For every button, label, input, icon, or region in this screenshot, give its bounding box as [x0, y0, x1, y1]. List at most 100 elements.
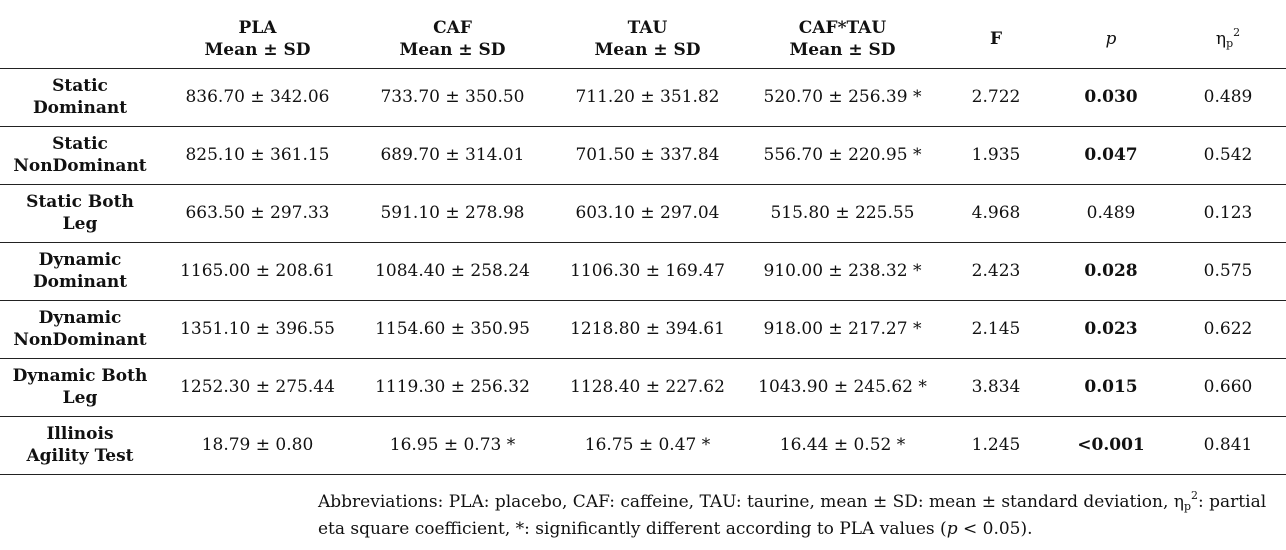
row-label: Illinois Agility Test — [0, 416, 160, 475]
footnote-text-3: eta square coefficient, *: significantly… — [318, 519, 947, 539]
row-label: Static Dominant — [0, 68, 160, 127]
cell-f: 4.968 — [940, 184, 1052, 243]
table-row: Dynamic NonDominant 1351.10 ± 396.55 1154.6… — [0, 300, 1286, 359]
cell-caf: 1084.40 ± 258.24 — [355, 242, 550, 301]
row-label-line-2: NonDominant — [13, 156, 147, 176]
row-label-line-1: Static — [52, 76, 108, 96]
footnote-p-symbol: p — [946, 519, 958, 539]
cell-caf: 1154.60 ± 350.95 — [355, 300, 550, 359]
header-caftau: CAF*TAU Mean ± SD — [745, 10, 940, 69]
header-eta-sub: p — [1226, 37, 1234, 51]
footnote-text-1: Abbreviations: PLA: placebo, CAF: caffei… — [318, 492, 1184, 512]
cell-tau: 1218.80 ± 394.61 — [550, 300, 745, 359]
header-caf: CAF Mean ± SD — [355, 10, 550, 69]
table-footnote: Abbreviations: PLA: placebo, CAF: caffei… — [318, 484, 1280, 541]
cell-f: 1.245 — [940, 416, 1052, 475]
cell-p: 0.047 — [1052, 126, 1170, 185]
header-tau: TAU Mean ± SD — [550, 10, 745, 69]
table-row: Dynamic Dominant 1165.00 ± 208.61 1084.40 ±… — [0, 242, 1286, 301]
cell-eta: 0.542 — [1170, 126, 1286, 185]
cell-eta: 0.123 — [1170, 184, 1286, 243]
row-label: Dynamic NonDominant — [0, 300, 160, 359]
cell-caf: 16.95 ± 0.73 * — [355, 416, 550, 475]
row-label-line-2: Agility Test — [26, 446, 134, 466]
footnote-text-2: : partial — [1198, 492, 1267, 512]
cell-eta: 0.841 — [1170, 416, 1286, 475]
results-table: PLA Mean ± SD CAF Mean ± SD TAU Mean ± S… — [0, 10, 1286, 475]
cell-tau: 1106.30 ± 169.47 — [550, 242, 745, 301]
cell-eta: 0.489 — [1170, 68, 1286, 127]
footnote-line-2: eta square coefficient, *: significantly… — [318, 518, 1280, 541]
row-label: Dynamic Dominant — [0, 242, 160, 301]
table-row: Static Dominant 836.70 ± 342.06 733.70 ± 35… — [0, 68, 1286, 127]
row-label-line-2: Leg — [62, 388, 98, 408]
row-label-line-2: NonDominant — [13, 330, 147, 350]
cell-p: 0.030 — [1052, 68, 1170, 127]
row-label-line-2: Dominant — [32, 272, 128, 292]
cell-caftau: 520.70 ± 256.39 * — [745, 68, 940, 127]
table-row: Static NonDominant 825.10 ± 361.15 689.70 ±… — [0, 126, 1286, 185]
header-pla-name: PLA — [238, 17, 277, 38]
cell-f: 2.722 — [940, 68, 1052, 127]
cell-caf: 1119.30 ± 256.32 — [355, 358, 550, 417]
header-eta-sup: 2 — [1233, 26, 1241, 40]
cell-caftau: 918.00 ± 217.27 * — [745, 300, 940, 359]
cell-tau: 1128.40 ± 227.62 — [550, 358, 745, 417]
row-label-line-1: Dynamic — [38, 308, 122, 328]
cell-f: 2.145 — [940, 300, 1052, 359]
header-tau-stat: Mean ± SD — [594, 39, 701, 60]
cell-p: 0.028 — [1052, 242, 1170, 301]
cell-eta: 0.660 — [1170, 358, 1286, 417]
cell-tau: 603.10 ± 297.04 — [550, 184, 745, 243]
cell-caf: 689.70 ± 314.01 — [355, 126, 550, 185]
table-row: Illinois Agility Test 18.79 ± 0.80 16.95 ± … — [0, 416, 1286, 475]
cell-caftau: 515.80 ± 225.55 — [745, 184, 940, 243]
header-tau-name: TAU — [627, 17, 668, 38]
header-row: PLA Mean ± SD CAF Mean ± SD TAU Mean ± S… — [0, 10, 1286, 69]
cell-pla: 825.10 ± 361.15 — [160, 126, 355, 185]
cell-p: 0.015 — [1052, 358, 1170, 417]
cell-p: 0.489 — [1052, 184, 1170, 243]
row-label-line-1: Dynamic Both — [12, 366, 148, 386]
row-label-line-1: Dynamic — [38, 250, 122, 270]
cell-f: 1.935 — [940, 126, 1052, 185]
row-label-line-1: Static — [52, 134, 108, 154]
footnote-eta-sub: p — [1183, 500, 1192, 513]
header-pla-stat: Mean ± SD — [204, 39, 311, 60]
cell-pla: 18.79 ± 0.80 — [160, 416, 355, 475]
header-caf-stat: Mean ± SD — [399, 39, 506, 60]
cell-caftau: 16.44 ± 0.52 * — [745, 416, 940, 475]
row-label-line-2: Leg — [62, 214, 98, 234]
header-eta: ηp2 — [1170, 10, 1286, 69]
cell-f: 2.423 — [940, 242, 1052, 301]
header-eta-symbol: η — [1215, 29, 1227, 50]
cell-caf: 591.10 ± 278.98 — [355, 184, 550, 243]
cell-pla: 663.50 ± 297.33 — [160, 184, 355, 243]
cell-pla: 1252.30 ± 275.44 — [160, 358, 355, 417]
cell-caftau: 910.00 ± 238.32 * — [745, 242, 940, 301]
row-label: Static NonDominant — [0, 126, 160, 185]
cell-eta: 0.575 — [1170, 242, 1286, 301]
header-pla: PLA Mean ± SD — [160, 10, 355, 69]
row-label-line-1: Static Both — [26, 192, 134, 212]
footnote-eta-sup: 2 — [1191, 489, 1199, 502]
header-caftau-stat: Mean ± SD — [789, 39, 896, 60]
row-label: Static Both Leg — [0, 184, 160, 243]
table-row: Dynamic Both Leg 1252.30 ± 275.44 1119.30 ±… — [0, 358, 1286, 417]
table-body: Static Dominant 836.70 ± 342.06 733.70 ± 35… — [0, 68, 1286, 475]
table-row: Static Both Leg 663.50 ± 297.33 591.10 ± 27… — [0, 184, 1286, 243]
cell-pla: 1165.00 ± 208.61 — [160, 242, 355, 301]
header-p: p — [1052, 10, 1170, 69]
row-label-line-1: Illinois — [46, 424, 114, 444]
cell-tau: 711.20 ± 351.82 — [550, 68, 745, 127]
cell-caftau: 556.70 ± 220.95 * — [745, 126, 940, 185]
cell-p: 0.023 — [1052, 300, 1170, 359]
cell-p: <0.001 — [1052, 416, 1170, 475]
header-f: F — [940, 10, 1052, 69]
footnote-text-4: < 0.05). — [957, 519, 1033, 539]
row-label: Dynamic Both Leg — [0, 358, 160, 417]
cell-caftau: 1043.90 ± 245.62 * — [745, 358, 940, 417]
cell-pla: 836.70 ± 342.06 — [160, 68, 355, 127]
cell-tau: 16.75 ± 0.47 * — [550, 416, 745, 475]
